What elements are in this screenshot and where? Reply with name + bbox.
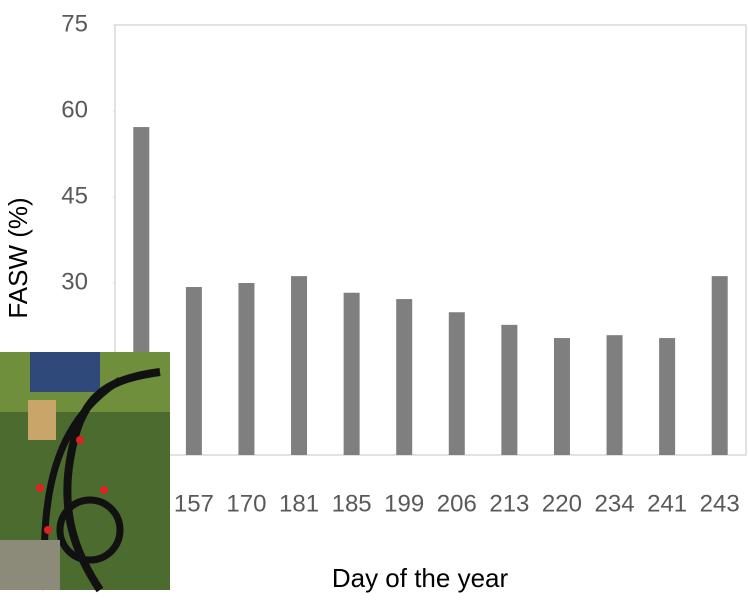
x-tick-label: 199 <box>384 490 424 517</box>
bar <box>659 338 676 455</box>
x-tick-label: 234 <box>595 490 635 517</box>
bar <box>553 338 570 455</box>
bar <box>501 324 518 455</box>
photo-inset <box>0 352 170 593</box>
y-tick-label: 45 <box>61 182 88 209</box>
bar <box>343 292 360 455</box>
plot-frame <box>114 24 747 456</box>
x-tick-label: 157 <box>174 490 214 517</box>
x-tick-label: 213 <box>489 490 529 517</box>
x-tick-label: 243 <box>700 490 740 517</box>
x-tick-label: 170 <box>226 490 266 517</box>
y-tick-label: 60 <box>61 96 88 123</box>
x-tick-label: 185 <box>332 490 372 517</box>
x-axis-label: Day of the year <box>332 563 509 593</box>
x-tick-label: 206 <box>437 490 477 517</box>
y-tick-label: 30 <box>61 268 88 295</box>
y-axis-label: FASW (%) <box>3 197 33 318</box>
bar <box>711 276 728 455</box>
bar <box>606 335 623 455</box>
bar <box>448 312 465 455</box>
bar <box>185 287 202 455</box>
x-tick-label: 241 <box>647 490 687 517</box>
bar <box>396 299 413 455</box>
bar <box>238 283 255 455</box>
x-tick-label: 181 <box>279 490 319 517</box>
x-tick-label: 220 <box>542 490 582 517</box>
y-tick-label: 75 <box>61 10 88 37</box>
bar <box>291 276 308 455</box>
